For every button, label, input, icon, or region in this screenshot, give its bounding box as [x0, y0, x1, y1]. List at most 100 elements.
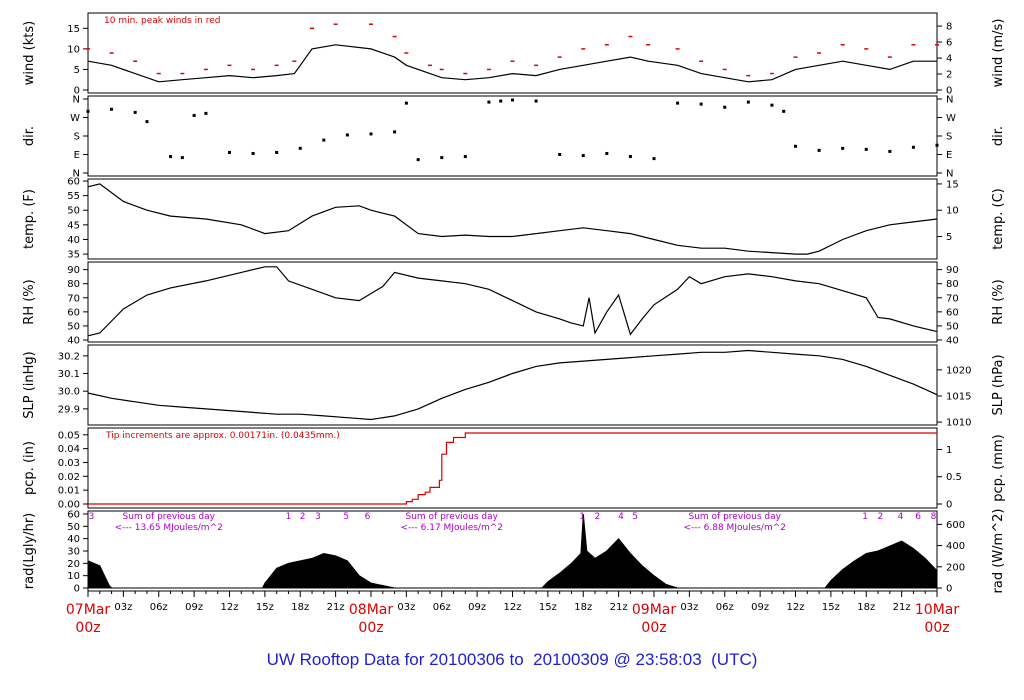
wind-ylabel-right: wind (m/s): [991, 19, 1006, 88]
dir-frame: [87, 95, 938, 177]
temp-left-tick-label: 35: [67, 250, 80, 261]
footer-start-date: 20100306: [429, 650, 505, 669]
hour-marker: 3: [89, 512, 95, 522]
direction-point: [746, 100, 750, 104]
x-tick-label: 15z: [822, 602, 840, 613]
direction-point: [228, 150, 231, 154]
pcp-ylabel-left: pcp. (in): [22, 441, 37, 495]
pcp-left-tick-label: 0.04: [58, 444, 80, 455]
wind-annotation: 10 min. peak winds in red: [104, 16, 221, 26]
daily-sum-value: <--- 6.88 MJoules/m^2: [684, 523, 786, 533]
direction-point: [605, 151, 609, 155]
pcp-annotation: Tip increments are approx. 0.00171in. (0…: [105, 431, 340, 441]
rh-right-tick-label: 90: [946, 265, 959, 276]
direction-point: [652, 157, 656, 161]
wind-frame: [87, 12, 938, 94]
rh-left-tick-label: 60: [67, 307, 80, 318]
direction-point: [463, 155, 467, 159]
footer-at-word: @: [613, 650, 631, 669]
direction-point: [393, 130, 397, 134]
footer-prefix: UW Rooftop Data for: [266, 650, 430, 669]
temp-ylabel-left: temp. (F): [22, 189, 37, 249]
rad-right-tick-label: 600: [946, 520, 965, 531]
rad-right-tick-label: 400: [946, 541, 965, 552]
rad-ylabel-right: rad (W/m^2): [991, 509, 1006, 594]
x-tick-label: 21z: [893, 602, 911, 613]
pcp-left-tick-label: 0.01: [58, 486, 80, 497]
daily-sum-value: <--- 6.17 MJoules/m^2: [401, 523, 503, 533]
x-tick-label: 12z: [504, 602, 522, 613]
x-tick-label: 03z: [397, 602, 415, 613]
temp-left-tick-label: 60: [67, 177, 80, 188]
rad-left-tick-label: 30: [67, 547, 80, 558]
direction-point: [511, 98, 514, 102]
dir-left-tick-label: N: [73, 95, 80, 106]
dir-left-tick-label: W: [70, 113, 80, 124]
footer-end-date: 20100309: [533, 650, 609, 669]
x-tick-label: 03z: [114, 602, 132, 613]
temp-ylabel-right: temp. (C): [991, 188, 1006, 250]
date-label: 08Mar: [349, 602, 393, 618]
temp-line: [87, 183, 938, 255]
hour-marker: 8: [931, 512, 937, 522]
x-tick-label: 21z: [610, 602, 628, 613]
pcp-right-tick-label: 0: [946, 500, 952, 511]
radiation-area: [87, 513, 938, 589]
hour-marker: 1: [862, 512, 868, 522]
hour-marker: 1: [579, 512, 585, 522]
direction-point: [416, 158, 420, 162]
wind-ylabel-left: wind (kts): [22, 21, 37, 85]
direction-point: [110, 107, 114, 111]
dir-right-tick-label: E: [946, 150, 952, 161]
direction-point: [298, 146, 302, 150]
pcp-ylabel-right: pcp. (mm): [991, 434, 1006, 501]
direction-point: [770, 103, 774, 107]
hour-marker: 2: [595, 512, 601, 522]
dir-left-tick-label: S: [74, 132, 80, 143]
dir-ylabel-right: dir.: [991, 126, 1006, 146]
temp-right-tick-label: 15: [946, 179, 959, 190]
dir-ylabel-left: dir.: [22, 126, 37, 146]
direction-point: [534, 99, 538, 103]
rh-frame: [87, 261, 938, 343]
wind-right-tick-label: 2: [946, 70, 952, 81]
pcp-frame: [87, 427, 938, 509]
pcp-left-tick-label: 0.05: [58, 430, 80, 441]
direction-point: [204, 111, 208, 115]
direction-point: [723, 105, 727, 109]
slp-line: [87, 349, 938, 421]
footer-time: 23:58:03: [635, 650, 702, 669]
rh-line: [87, 266, 938, 337]
hour-marker: 2: [300, 512, 306, 522]
pcp-left-tick-label: 0.03: [58, 458, 80, 469]
slp-ylabel-left: SLP (inHg): [22, 351, 37, 419]
x-tick-label: 15z: [256, 602, 274, 613]
temp-left-tick-label: 50: [67, 206, 80, 217]
direction-point: [487, 100, 491, 104]
rad-right-tick-label: 0: [946, 584, 952, 595]
x-tick-label: 03z: [680, 602, 698, 613]
daily-sum-value: <--- 13.65 MJoules/m^2: [115, 523, 223, 533]
direction-point: [864, 147, 868, 151]
wind-left-tick-label: 5: [74, 65, 80, 76]
temp-left-tick-label: 55: [67, 191, 80, 202]
direction-point: [145, 120, 149, 124]
direction-point: [782, 109, 786, 113]
date-label: 07Mar: [66, 602, 110, 618]
temp-left-tick-label: 40: [67, 235, 80, 246]
x-tick-label: 21z: [327, 602, 345, 613]
direction-point: [275, 150, 279, 154]
date-label: 10Mar: [915, 602, 959, 618]
direction-point: [841, 146, 845, 150]
dir-right-tick-label: W: [946, 113, 956, 124]
direction-point: [935, 143, 939, 147]
hour-marker: 4: [898, 512, 904, 522]
x-tick-label: 09z: [185, 602, 203, 613]
x-tick-label: 06z: [150, 602, 168, 613]
slp-left-tick-label: 30.2: [58, 351, 80, 362]
rad-ylabel-left: rad(Lgly/hr): [22, 513, 37, 589]
direction-point: [817, 148, 821, 152]
direction-point: [699, 102, 703, 106]
slp-right-tick-label: 1010: [946, 418, 971, 429]
chart-footer-title: UW Rooftop Data for 20100306 to 20100309…: [0, 650, 1024, 670]
